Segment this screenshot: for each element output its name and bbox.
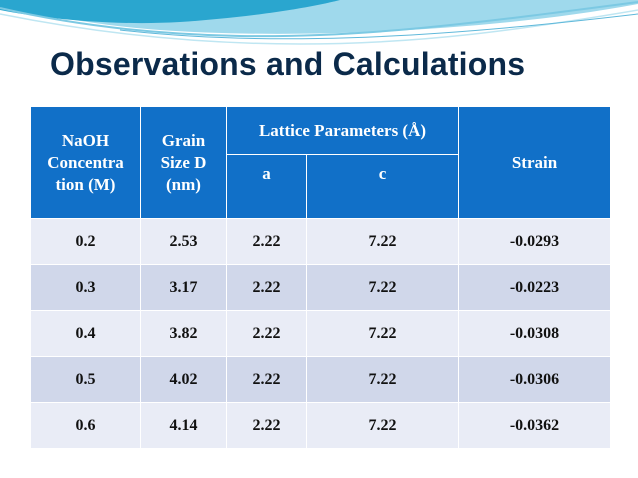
cell-naoh: 0.3 <box>30 264 141 311</box>
decorative-swoosh <box>0 0 638 45</box>
cell-grain-size: 4.02 <box>140 356 227 403</box>
table-row: 0.3 3.17 2.22 7.22 -0.0223 <box>30 264 611 311</box>
header-lattice-parameters: Lattice Parameters (Å) <box>226 106 459 155</box>
table-row: 0.2 2.53 2.22 7.22 -0.0293 <box>30 218 611 265</box>
cell-lattice-a: 2.22 <box>226 218 307 265</box>
cell-strain: -0.0293 <box>458 218 611 265</box>
cell-naoh: 0.5 <box>30 356 141 403</box>
cell-strain: -0.0223 <box>458 264 611 311</box>
table-row: 0.4 3.82 2.22 7.22 -0.0308 <box>30 310 611 357</box>
cell-grain-size: 3.17 <box>140 264 227 311</box>
header-naoh-concentration: NaOH Concentra tion (M) <box>30 106 141 219</box>
cell-naoh: 0.4 <box>30 310 141 357</box>
header-lattice-c: c <box>306 154 459 219</box>
cell-lattice-a: 2.22 <box>226 356 307 403</box>
data-table: NaOH Concentra tion (M) Grain Size D (nm… <box>30 106 611 449</box>
page-title: Observations and Calculations <box>50 46 526 82</box>
cell-lattice-c: 7.22 <box>306 310 459 357</box>
cell-lattice-a: 2.22 <box>226 310 307 357</box>
cell-lattice-c: 7.22 <box>306 402 459 449</box>
table-row: 0.6 4.14 2.22 7.22 -0.0362 <box>30 402 611 449</box>
table-row: 0.5 4.02 2.22 7.22 -0.0306 <box>30 356 611 403</box>
cell-strain: -0.0362 <box>458 402 611 449</box>
cell-strain: -0.0306 <box>458 356 611 403</box>
cell-lattice-c: 7.22 <box>306 264 459 311</box>
cell-lattice-a: 2.22 <box>226 402 307 449</box>
cell-naoh: 0.6 <box>30 402 141 449</box>
header-strain: Strain <box>458 106 611 219</box>
cell-grain-size: 4.14 <box>140 402 227 449</box>
cell-lattice-a: 2.22 <box>226 264 307 311</box>
header-lattice-a: a <box>226 154 307 219</box>
cell-grain-size: 2.53 <box>140 218 227 265</box>
cell-naoh: 0.2 <box>30 218 141 265</box>
cell-strain: -0.0308 <box>458 310 611 357</box>
cell-lattice-c: 7.22 <box>306 218 459 265</box>
header-grain-size: Grain Size D (nm) <box>140 106 227 219</box>
cell-grain-size: 3.82 <box>140 310 227 357</box>
cell-lattice-c: 7.22 <box>306 356 459 403</box>
